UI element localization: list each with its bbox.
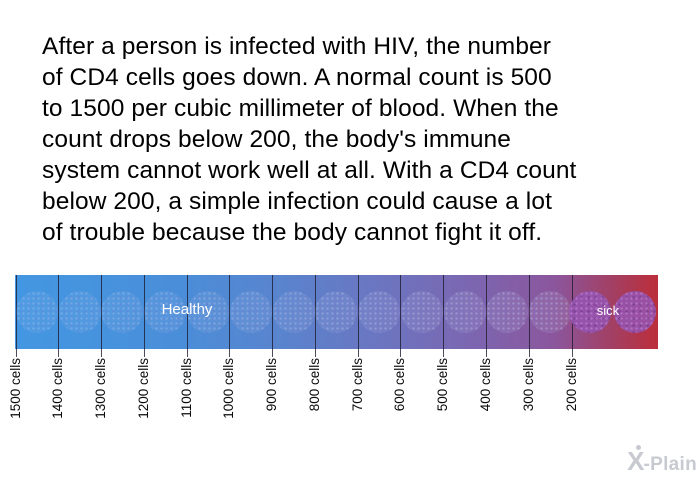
scale-tick-label: 300 cells — [520, 358, 536, 412]
xplain-watermark: X -Plain — [627, 445, 697, 476]
scale-tick — [400, 275, 402, 357]
scale-tick-label: 200 cells — [563, 358, 579, 412]
paragraph-line: of trouble because the body cannot fight… — [42, 219, 543, 246]
paragraph-line: count drops below 200, the body's immune — [42, 126, 512, 153]
scale-tick-label: 600 cells — [392, 358, 408, 412]
scale-tick — [485, 275, 487, 357]
cell-cluster — [486, 291, 529, 333]
cell-cluster — [229, 291, 272, 333]
scale-tick-label: 900 cells — [264, 358, 280, 412]
cell-cluster — [400, 291, 443, 333]
sick-label: sick — [596, 303, 620, 318]
scale-tick-label: 1100 cells — [178, 358, 194, 418]
scale-tick — [528, 275, 530, 357]
sick-cell-cluster — [614, 291, 656, 333]
scale-tick — [357, 275, 359, 357]
scale-tick-label: 400 cells — [477, 358, 493, 412]
cell-cluster — [15, 291, 58, 333]
scale-tick-label: 1200 cells — [135, 358, 151, 419]
scale-tick — [272, 275, 274, 357]
gradient-bar — [15, 275, 658, 349]
scale-tick-label: 1500 cells — [7, 358, 23, 419]
cell-cluster — [358, 291, 401, 333]
xplain-logo-dot-icon — [636, 445, 642, 450]
scale-tick — [101, 275, 103, 357]
scale-tick — [143, 275, 145, 357]
paragraph-line: After a person is infected with HIV, the… — [42, 33, 552, 60]
scale-tick-label: 1400 cells — [50, 358, 66, 419]
paragraph-line: below 200, a simple infection could caus… — [42, 188, 552, 215]
cell-cluster — [529, 291, 572, 333]
xplain-logo-text: -Plain — [643, 454, 697, 475]
scale-tick — [15, 275, 17, 357]
scale-tick-label: 800 cells — [306, 358, 322, 412]
cell-cluster — [186, 291, 229, 333]
scale-tick — [58, 275, 60, 357]
paragraph-line: system cannot work well at all. With a C… — [42, 157, 577, 184]
sick-cell-cluster — [569, 291, 611, 333]
paragraph-line: of CD4 cells goes down. A normal count i… — [42, 64, 552, 91]
scale-tick — [186, 275, 188, 357]
scale-tick — [314, 275, 316, 357]
cell-cluster — [272, 291, 315, 333]
healthy-label: Healthy — [161, 301, 213, 318]
scale-tick-label: 1300 cells — [93, 358, 109, 419]
xplain-logo-icon: X — [627, 445, 644, 476]
scale-tick-label: 1000 cells — [221, 358, 237, 419]
scale-tick — [229, 275, 231, 357]
cell-cluster — [101, 291, 144, 333]
cell-cluster — [144, 291, 187, 333]
paragraph-line: to 1500 per cubic millimeter of blood. W… — [42, 95, 559, 122]
paragraph: After a person is infected with HIV, the… — [42, 31, 576, 248]
cell-cluster — [315, 291, 358, 333]
cell-cluster — [58, 291, 101, 333]
cell-cluster — [443, 291, 486, 333]
scale-tick-label: 700 cells — [349, 358, 365, 412]
scale-tick-label: 500 cells — [435, 358, 451, 412]
scale-tick — [443, 275, 445, 357]
